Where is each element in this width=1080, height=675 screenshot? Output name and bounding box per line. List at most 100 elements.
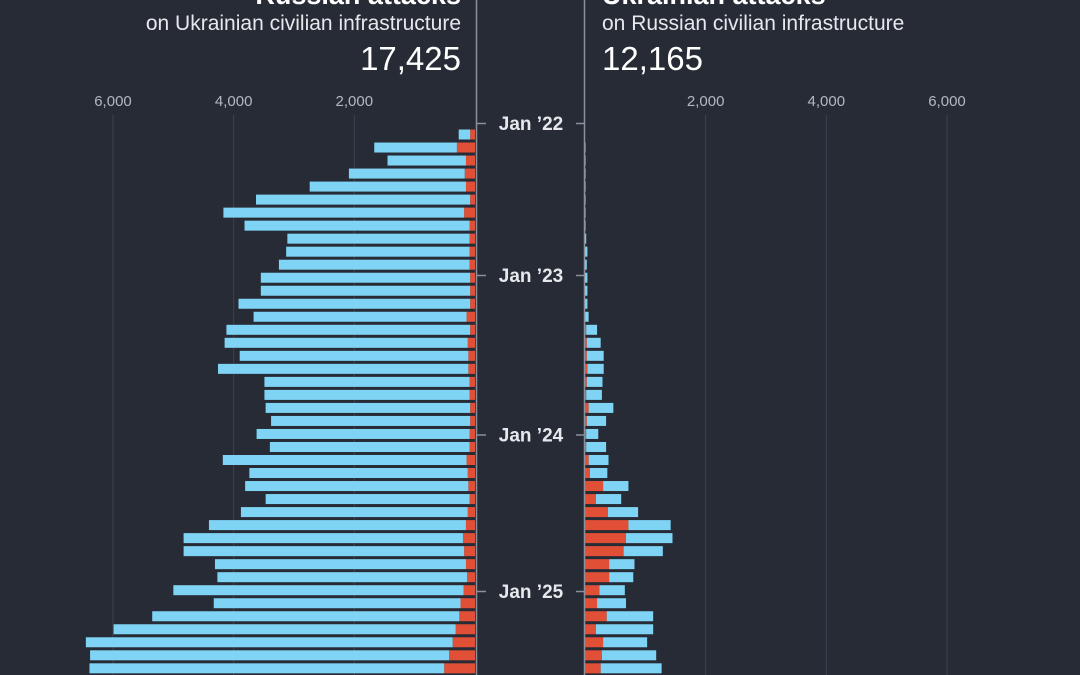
date-label: Jan ’22 [499,114,563,135]
left-bar-blue [226,324,471,335]
right-bar-blue [586,415,607,426]
right-bar-blue [588,455,609,465]
left-bar-blue [85,637,453,648]
left-bar-red [455,624,475,635]
left-bar-red [467,572,475,583]
right-bar-blue [603,481,629,492]
left-bar-blue [255,194,471,205]
left-bar-red [469,220,475,231]
left-bar-blue [173,585,464,596]
left-bar-blue [217,363,469,374]
right-bar-red [585,507,608,518]
right-bar-blue [585,233,587,244]
left-bar-red [449,650,475,661]
left-total-count: 17,425 [360,40,461,77]
date-label: Jan ’24 [499,426,564,447]
left-bar-red [465,559,475,570]
right-bar-blue [585,220,586,231]
right-bar-red [585,468,590,479]
left-bar-red [470,402,475,413]
left-bar-blue [264,389,470,400]
left-bar-blue [278,259,470,270]
left-bar-red [470,129,475,140]
left-bar-red [470,272,475,283]
right-bar-red [585,585,600,596]
left-bar-red [466,311,475,322]
left-bar-blue [89,663,445,674]
left-bar-red [460,598,475,609]
left-bar-red [469,246,475,257]
left-tick-label: 2,000 [336,93,374,110]
left-bar-red [444,663,475,674]
right-total-count: 12,165 [602,40,703,77]
right-bar-blue [585,207,586,218]
right-bar-red [585,533,627,544]
left-bar-blue [374,142,457,153]
left-bar-blue [287,233,470,244]
left-bar-red [464,168,475,179]
right-bar-blue [586,376,603,387]
right-bar-red [585,637,604,648]
right-bar-red [585,350,587,361]
left-bar-red [459,611,475,622]
left-bar-red [469,389,475,400]
left-bar-red [468,481,475,492]
left-bar-blue [223,207,465,218]
left-bar-red [470,415,475,426]
date-label: Jan ’25 [499,582,564,603]
right-bar-blue [585,168,586,179]
right-bar-blue [597,598,627,609]
right-bar-blue [601,650,657,661]
right-bar-red [585,455,589,465]
left-bar-blue [264,376,470,387]
right-bar-blue [600,663,662,674]
left-bar-red [467,507,475,518]
right-bar-blue [585,311,589,322]
right-bar-red [585,363,588,374]
left-bar-red [469,494,475,505]
right-bar-blue [595,624,654,635]
right-bar-blue [585,181,586,192]
right-bar-red [585,428,587,439]
right-bar-blue [585,298,588,309]
left-bar-red [465,520,475,531]
right-bar-blue [586,389,602,400]
right-bar-red [585,402,589,413]
left-bar-red [469,441,475,452]
right-chart-title: Ukrainian attacks [602,0,826,11]
left-bar-blue [253,311,467,322]
left-bar-red [452,637,475,648]
left-bar-red [463,585,475,596]
right-bar-red [585,611,607,622]
right-bar-blue [585,155,586,166]
date-label: Jan ’23 [499,266,563,287]
right-bar-blue [588,402,614,413]
left-bar-blue [260,272,471,283]
right-bar-blue [586,324,598,335]
right-bar-red [585,324,587,335]
right-bar-red [585,389,587,400]
right-bar-blue [603,637,648,648]
right-bar-blue [606,611,654,622]
right-bar-red [585,572,610,583]
right-bar-blue [585,259,587,270]
left-tick-label: 4,000 [215,93,253,110]
right-bar-red [585,546,624,557]
left-bar-blue [387,155,466,166]
left-bar-blue [271,415,471,426]
left-bar-blue [309,181,466,192]
right-bar-red [585,481,604,492]
left-bar-blue [256,428,470,439]
left-bar-blue [214,559,466,570]
right-tick-label: 2,000 [687,93,725,110]
left-bar-blue [458,129,471,140]
right-bar-red [585,337,587,348]
left-tick-label: 6,000 [94,93,132,110]
left-bar-red [469,428,475,439]
right-tick-label: 6,000 [928,93,966,110]
left-bar-red [470,298,475,309]
left-chart-title: Russian attacks [255,0,461,11]
left-bar-blue [183,546,465,557]
left-bar-blue [217,572,468,583]
right-bar-red [585,624,596,635]
